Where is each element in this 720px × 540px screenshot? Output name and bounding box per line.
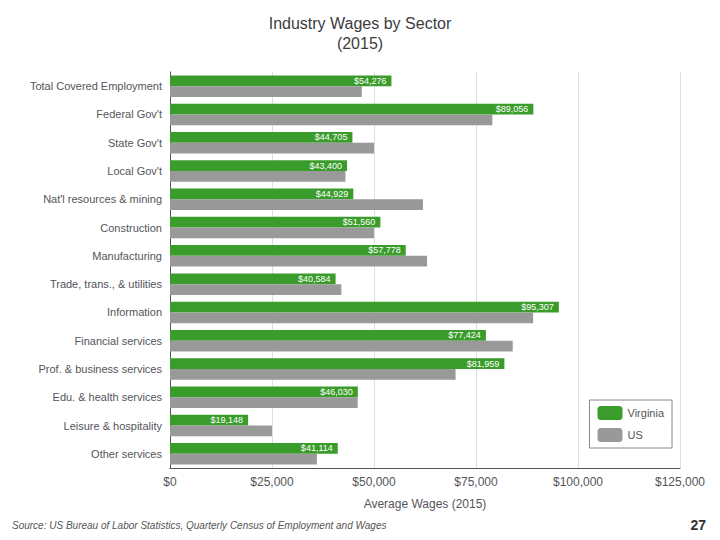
svg-text:$19,148: $19,148 [211, 415, 244, 425]
svg-text:Average Wages (2015): Average Wages (2015) [364, 497, 487, 511]
svg-text:$57,778: $57,778 [368, 245, 401, 255]
svg-text:$51,560: $51,560 [343, 217, 376, 227]
svg-text:$40,584: $40,584 [298, 274, 331, 284]
svg-text:$43,400: $43,400 [310, 161, 343, 171]
svg-text:$46,030: $46,030 [320, 387, 353, 397]
svg-text:Manufacturing: Manufacturing [92, 250, 162, 262]
svg-text:Local Gov't: Local Gov't [107, 165, 162, 177]
svg-text:Edu. & health services: Edu. & health services [53, 391, 163, 403]
svg-text:$100,000: $100,000 [553, 475, 603, 489]
svg-text:$0: $0 [163, 475, 177, 489]
svg-text:$95,307: $95,307 [521, 302, 554, 312]
svg-text:Financial services: Financial services [75, 335, 163, 347]
svg-text:Nat'l resources & mining: Nat'l resources & mining [43, 193, 162, 205]
svg-text:State Gov't: State Gov't [108, 137, 162, 149]
svg-text:$25,000: $25,000 [250, 475, 294, 489]
svg-text:$77,424: $77,424 [448, 330, 481, 340]
svg-text:Information: Information [107, 306, 162, 318]
svg-text:$50,000: $50,000 [352, 475, 396, 489]
svg-text:Other services: Other services [91, 448, 162, 460]
svg-text:Trade, trans., & utilities: Trade, trans., & utilities [50, 278, 163, 290]
svg-text:(2015): (2015) [337, 35, 383, 52]
svg-text:$75,000: $75,000 [454, 475, 498, 489]
svg-text:Industry Wages by Sector: Industry Wages by Sector [269, 15, 452, 32]
svg-text:$89,056: $89,056 [496, 104, 529, 114]
svg-text:Total Covered Employment: Total Covered Employment [30, 80, 162, 92]
svg-text:$81,959: $81,959 [467, 359, 500, 369]
svg-text:Federal Gov't: Federal Gov't [96, 108, 162, 120]
svg-text:27: 27 [690, 517, 706, 533]
svg-text:$41,114: $41,114 [301, 443, 333, 453]
svg-text:Construction: Construction [100, 222, 162, 234]
svg-text:$44,705: $44,705 [315, 132, 348, 142]
svg-text:Source: US Bureau of Labor Sta: Source: US Bureau of Labor Statistics, Q… [12, 520, 386, 531]
svg-text:Prof. & business services: Prof. & business services [39, 363, 163, 375]
svg-text:$44,929: $44,929 [316, 189, 349, 199]
svg-text:Virginia: Virginia [628, 407, 665, 419]
svg-text:$125,000: $125,000 [655, 475, 705, 489]
svg-text:$54,276: $54,276 [354, 76, 387, 86]
svg-text:US: US [628, 429, 643, 441]
svg-text:Leisure & hospitality: Leisure & hospitality [64, 420, 163, 432]
